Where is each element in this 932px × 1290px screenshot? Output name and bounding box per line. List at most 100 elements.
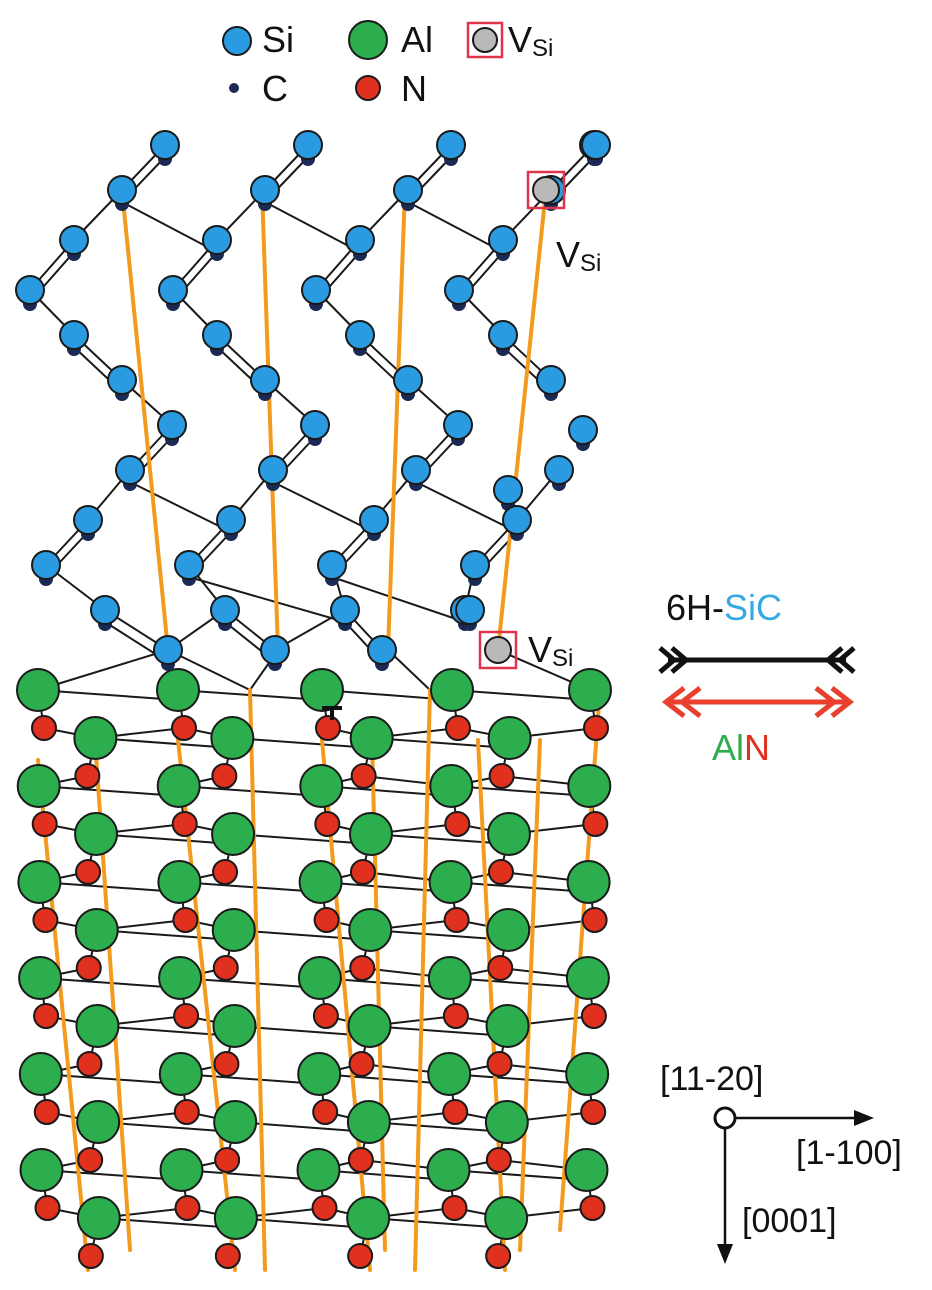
- al-atom: [426, 1148, 471, 1192]
- legend-al-label: Al: [401, 19, 433, 60]
- n-atom: [580, 1003, 607, 1029]
- al-atom: [76, 1196, 121, 1240]
- vacancy-box: [526, 170, 566, 210]
- si-atom: [300, 410, 330, 440]
- legend-vacancy-label: VSi: [508, 19, 553, 62]
- al-atom: [347, 1004, 392, 1048]
- n-atom: [172, 907, 199, 933]
- si-atom: [345, 225, 375, 255]
- al-n-bond: [37, 689, 179, 701]
- vacancy-label-top: VSi: [556, 234, 601, 277]
- al-atom: [487, 716, 532, 760]
- n-atom: [214, 1147, 241, 1173]
- si-atom: [443, 410, 473, 440]
- al-n-bond: [449, 881, 590, 893]
- al-atom: [427, 1052, 472, 1096]
- al-atom: [211, 812, 256, 856]
- al-atom: [157, 860, 202, 904]
- legend-al-marker: [348, 20, 388, 60]
- legend-c-label: C: [262, 68, 288, 109]
- al-atom: [565, 956, 610, 1000]
- crystal-axes: [11-20] [1-100] [0001]: [660, 1060, 902, 1264]
- n-atom: [347, 1147, 374, 1173]
- n-atom: [445, 715, 471, 741]
- al-atom: [16, 668, 60, 712]
- si-atom: [107, 365, 137, 395]
- vacancy-box: [478, 630, 518, 670]
- n-atom: [581, 907, 608, 933]
- si-atom: [59, 320, 89, 350]
- al-atom: [348, 908, 393, 952]
- legend: Si C Al N VSi: [222, 19, 553, 109]
- legend-vacancy-box: [466, 21, 504, 59]
- n-atom: [33, 1003, 60, 1029]
- al-n-bond: [179, 1073, 321, 1085]
- al-atom: [73, 716, 118, 760]
- n-atom: [580, 1099, 607, 1125]
- dislocation-symbol: [322, 706, 342, 720]
- n-atom: [77, 1147, 104, 1173]
- sic-column-line: [260, 188, 280, 652]
- n-atom: [74, 763, 101, 789]
- n-atom: [350, 763, 377, 789]
- si-atom: [568, 415, 598, 445]
- al-n-bond: [232, 833, 372, 845]
- si-atom: [488, 225, 518, 255]
- al-atom: [297, 956, 342, 1000]
- n-atom: [33, 1099, 60, 1125]
- n-atom: [312, 1003, 339, 1029]
- al-n-bond: [367, 1217, 508, 1229]
- nitrogen-atoms: [31, 715, 609, 1269]
- si-atom: [15, 275, 45, 305]
- al-atom: [485, 1004, 530, 1048]
- legend-si-label: Si: [262, 19, 294, 60]
- si-c-bond: [272, 481, 375, 533]
- al-n-bond: [177, 785, 323, 797]
- al-n-bond: [234, 1121, 370, 1133]
- n-atom: [348, 1051, 375, 1077]
- lattice-mismatch-indicator: 6H-SiC AlN: [658, 587, 856, 768]
- n-atom: [487, 859, 514, 885]
- axis-view-marker: [713, 1106, 737, 1130]
- al-atom: [298, 860, 343, 904]
- sic-column-line: [496, 188, 548, 652]
- si-atom: [455, 595, 485, 625]
- n-atom: [31, 811, 58, 837]
- si-atom: [493, 475, 523, 505]
- si-atom: [260, 635, 290, 665]
- al-atom: [296, 1148, 341, 1192]
- si-atom: [31, 550, 61, 580]
- aluminum-atoms: [16, 668, 612, 1240]
- n-atom: [347, 1243, 374, 1269]
- si-c-bond: [129, 481, 232, 533]
- al-n-bond: [370, 737, 511, 749]
- n-atom: [173, 1099, 200, 1125]
- al-n-bond: [97, 1217, 237, 1229]
- legend-c-marker: [229, 83, 239, 93]
- al-n-bond: [448, 1073, 589, 1085]
- n-atom: [485, 1243, 512, 1269]
- vacancy-atom: [484, 636, 512, 664]
- vacancy-atom: [532, 176, 560, 204]
- n-atom: [314, 811, 341, 837]
- al-n-bond: [369, 929, 510, 941]
- si-atom: [436, 130, 466, 160]
- n-atom: [76, 1051, 103, 1077]
- al-atom: [484, 1100, 529, 1144]
- al-atom: [565, 1052, 610, 1096]
- n-atom: [214, 1243, 241, 1269]
- sic-column-line: [120, 188, 170, 652]
- al-n-bond: [367, 1121, 508, 1133]
- n-atom: [443, 907, 470, 933]
- al-atom: [159, 1148, 204, 1192]
- al-atom: [427, 956, 472, 1000]
- al-atom: [428, 860, 473, 904]
- si-c-bond: [121, 201, 218, 253]
- aln-width-arrow: [661, 686, 855, 718]
- al-atom: [486, 812, 531, 856]
- sic-column-line: [386, 188, 407, 652]
- n-atom: [212, 859, 239, 885]
- al-atom: [568, 668, 612, 712]
- aln-column-line: [518, 738, 542, 1252]
- interface-bond: [167, 649, 251, 691]
